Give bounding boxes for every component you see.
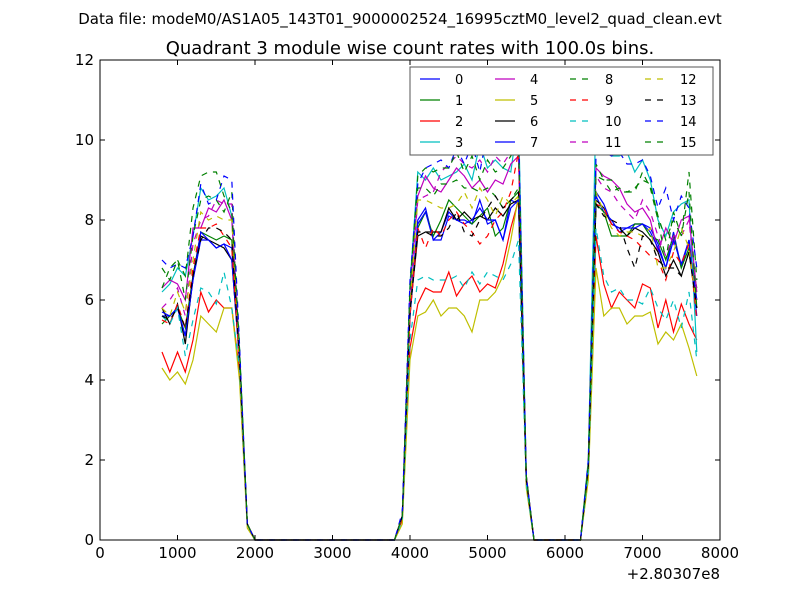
x-tick-label: 2000	[236, 544, 274, 562]
y-tick-label: 8	[84, 211, 94, 229]
y-tick-label: 10	[75, 131, 94, 149]
legend-box	[409, 66, 714, 156]
series-line-9	[161, 151, 698, 541]
legend-entry-15: 15	[645, 136, 697, 151]
series-line-11	[161, 147, 698, 541]
series-line-3	[161, 107, 698, 541]
series-line-6	[161, 198, 698, 541]
x-offset-label: +2.80307e8	[627, 565, 720, 583]
series-line-15	[161, 142, 698, 541]
legend-entry-8: 8	[570, 73, 613, 88]
legend-entry-6: 6	[495, 115, 538, 130]
legend-label: 15	[680, 136, 697, 151]
x-tick-label: 5000	[468, 544, 506, 562]
legend-label: 11	[605, 136, 622, 151]
series-line-8	[161, 163, 698, 541]
series-line-7	[161, 190, 698, 541]
legend-entry-14: 14	[645, 115, 697, 130]
legend-entry-1: 1	[420, 94, 463, 109]
legend-label: 9	[605, 94, 613, 109]
legend-entry-7: 7	[495, 136, 538, 151]
legend-label: 5	[530, 94, 538, 109]
x-tick-label: 3000	[313, 544, 351, 562]
legend-entry-2: 2	[420, 115, 463, 130]
suptitle: Data file: modeM0/AS1A05_143T01_90000025…	[78, 10, 722, 29]
legend-label: 14	[680, 115, 697, 130]
chart-title: Quadrant 3 module wise count rates with …	[166, 38, 655, 59]
series-line-12	[161, 186, 698, 541]
legend-label: 7	[530, 136, 538, 151]
x-tick-label: 0	[95, 544, 105, 562]
legend-label: 8	[605, 73, 613, 88]
legend-entry-0: 0	[420, 73, 463, 88]
plot-lines	[161, 107, 698, 541]
legend-entry-9: 9	[570, 94, 613, 109]
legend-label: 2	[455, 115, 463, 130]
series-line-4	[161, 154, 698, 541]
legend-label: 0	[455, 73, 463, 88]
legend-entry-10: 10	[570, 115, 622, 130]
x-tick-label: 4000	[391, 544, 429, 562]
legend-label: 6	[530, 115, 538, 130]
legend-entry-12: 12	[645, 73, 697, 88]
legend-label: 1	[455, 94, 463, 109]
legend-entry-4: 4	[495, 73, 538, 88]
series-line-10	[161, 227, 698, 541]
y-tick-label: 2	[84, 451, 94, 469]
legend-label: 3	[455, 136, 463, 151]
y-tick-label: 6	[84, 291, 94, 309]
series-line-2	[161, 199, 698, 541]
axis-ticks: 0 1000 2000 3000 4000 5000 6000 7000 80000246810…	[75, 51, 739, 562]
y-tick-label: 12	[75, 51, 94, 69]
series-line-14	[161, 126, 698, 541]
legend-label: 13	[680, 94, 697, 109]
series-line-13	[161, 190, 698, 541]
x-tick-label: 6000	[546, 544, 584, 562]
x-tick-label: 7000	[623, 544, 661, 562]
y-tick-label: 0	[84, 531, 94, 549]
legend-label: 10	[605, 115, 622, 130]
series-line-1	[161, 190, 698, 541]
y-tick-label: 4	[84, 371, 94, 389]
legend-entry-5: 5	[495, 94, 538, 109]
x-tick-label: 8000	[701, 544, 739, 562]
legend-entry-13: 13	[645, 94, 697, 109]
series-line-0	[162, 195, 698, 541]
legend-entry-11: 11	[570, 136, 622, 151]
legend-label: 12	[680, 73, 697, 88]
x-tick-label: 1000	[158, 544, 196, 562]
legend-label: 4	[530, 73, 538, 88]
legend-entry-3: 3	[420, 136, 463, 151]
series-line-5	[161, 195, 698, 541]
